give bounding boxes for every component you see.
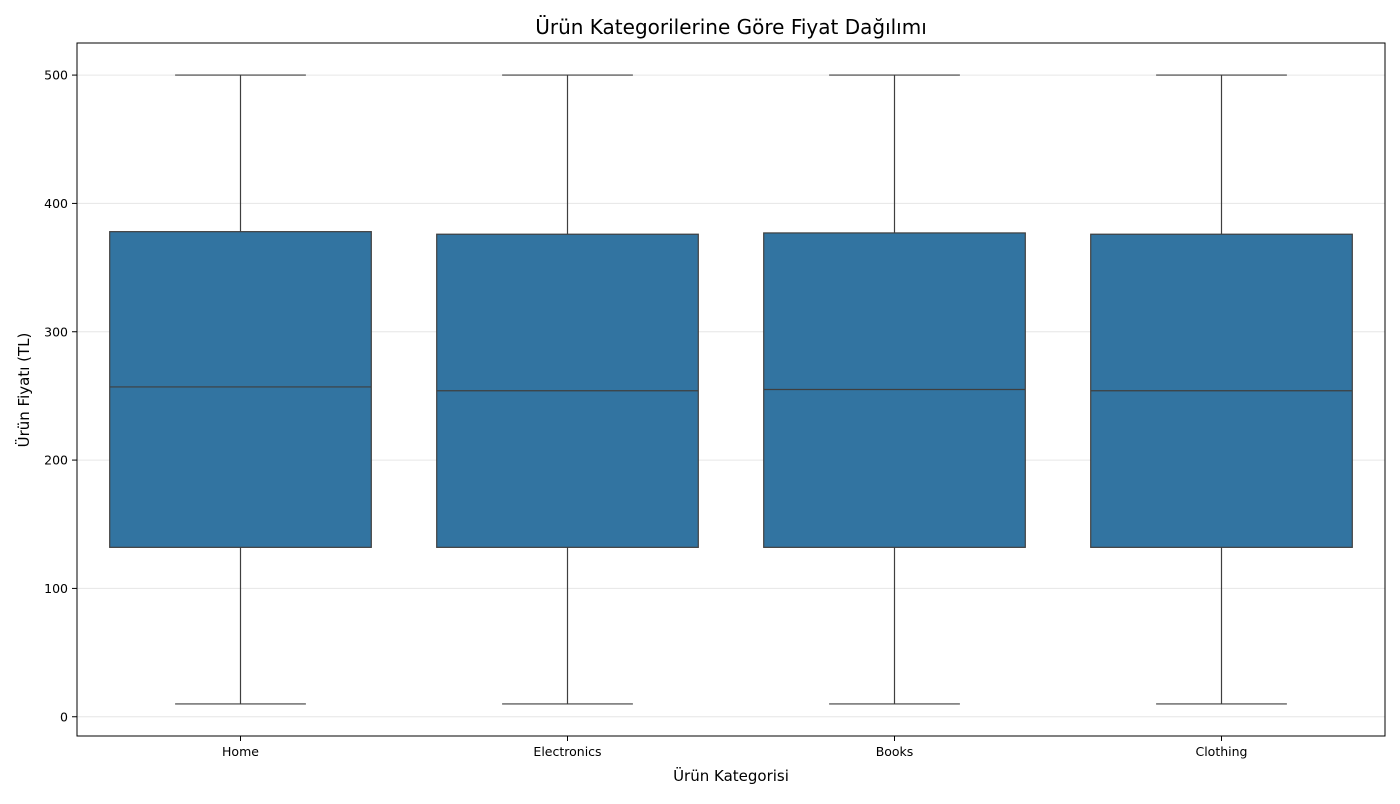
box-electronics (436, 74, 699, 705)
x-axis: Home Electronics Books Clothing (222, 736, 1248, 759)
iqr-box (109, 231, 372, 548)
chart-title: Ürün Kategorilerine Göre Fiyat Dağılımı (535, 15, 927, 39)
x-tick-label: Clothing (1195, 744, 1247, 759)
x-tick-label: Books (876, 744, 914, 759)
box-clothing (1090, 74, 1353, 705)
y-tick-label: 0 (60, 709, 68, 724)
y-tick-label: 400 (44, 196, 68, 211)
y-axis: 0 100 200 300 400 500 (44, 68, 77, 724)
y-tick-label: 100 (44, 581, 68, 596)
y-tick-label: 500 (44, 68, 68, 83)
x-axis-label: Ürün Kategorisi (673, 766, 789, 785)
x-tick-label: Electronics (533, 744, 601, 759)
y-axis-label: Ürün Fiyatı (TL) (14, 333, 33, 448)
x-tick-label: Home (222, 744, 259, 759)
box-layer (109, 74, 1353, 705)
y-tick-label: 200 (44, 453, 68, 468)
box-books (763, 74, 1026, 705)
plot-frame (76, 42, 1386, 737)
box-home (109, 74, 372, 705)
iqr-box (763, 232, 1026, 548)
y-tick-label: 300 (44, 324, 68, 339)
